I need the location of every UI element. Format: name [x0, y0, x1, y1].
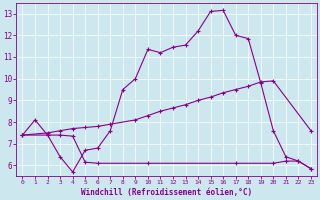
- X-axis label: Windchill (Refroidissement éolien,°C): Windchill (Refroidissement éolien,°C): [81, 188, 252, 197]
